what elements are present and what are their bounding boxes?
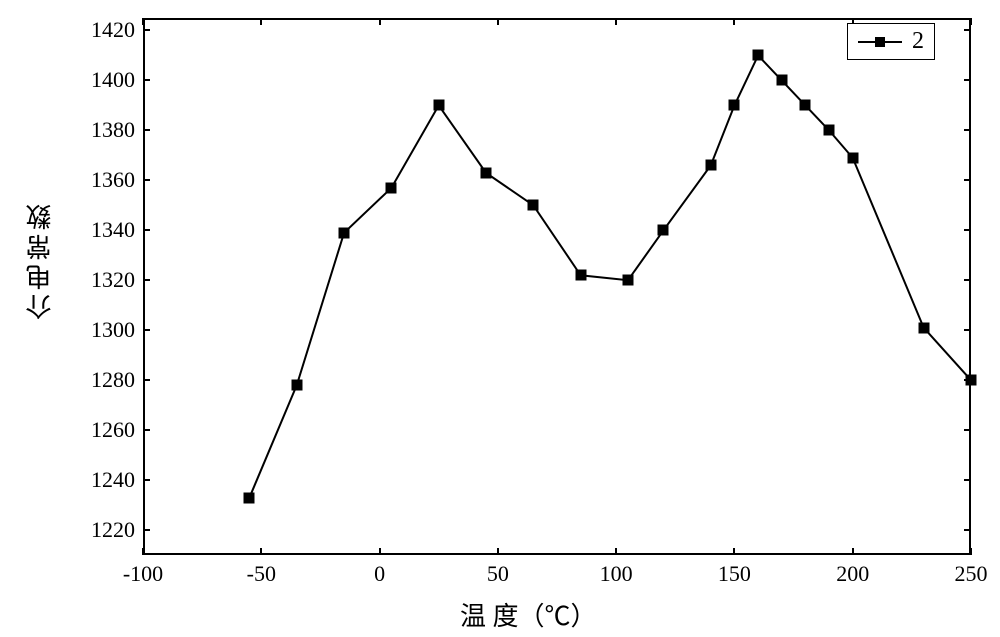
data-point [481, 167, 492, 178]
data-point [528, 200, 539, 211]
data-point [847, 152, 858, 163]
data-point [244, 492, 255, 503]
data-point [776, 75, 787, 86]
data-point [658, 225, 669, 236]
data-point [291, 380, 302, 391]
legend-marker-icon [875, 37, 885, 47]
data-point [753, 50, 764, 61]
series-line [0, 0, 1000, 637]
data-point [705, 160, 716, 171]
data-point [622, 275, 633, 286]
chart-container: 介电常数 温 度（℃） 1220124012601280130013201340… [0, 0, 1000, 637]
data-point [800, 100, 811, 111]
data-point [575, 270, 586, 281]
legend-line-sample [858, 41, 902, 43]
data-point [966, 375, 977, 386]
data-point [433, 100, 444, 111]
data-point [729, 100, 740, 111]
data-point [386, 182, 397, 193]
legend-label: 2 [912, 28, 924, 55]
data-point [339, 227, 350, 238]
data-point [918, 322, 929, 333]
legend: 2 [847, 23, 935, 60]
data-point [824, 125, 835, 136]
